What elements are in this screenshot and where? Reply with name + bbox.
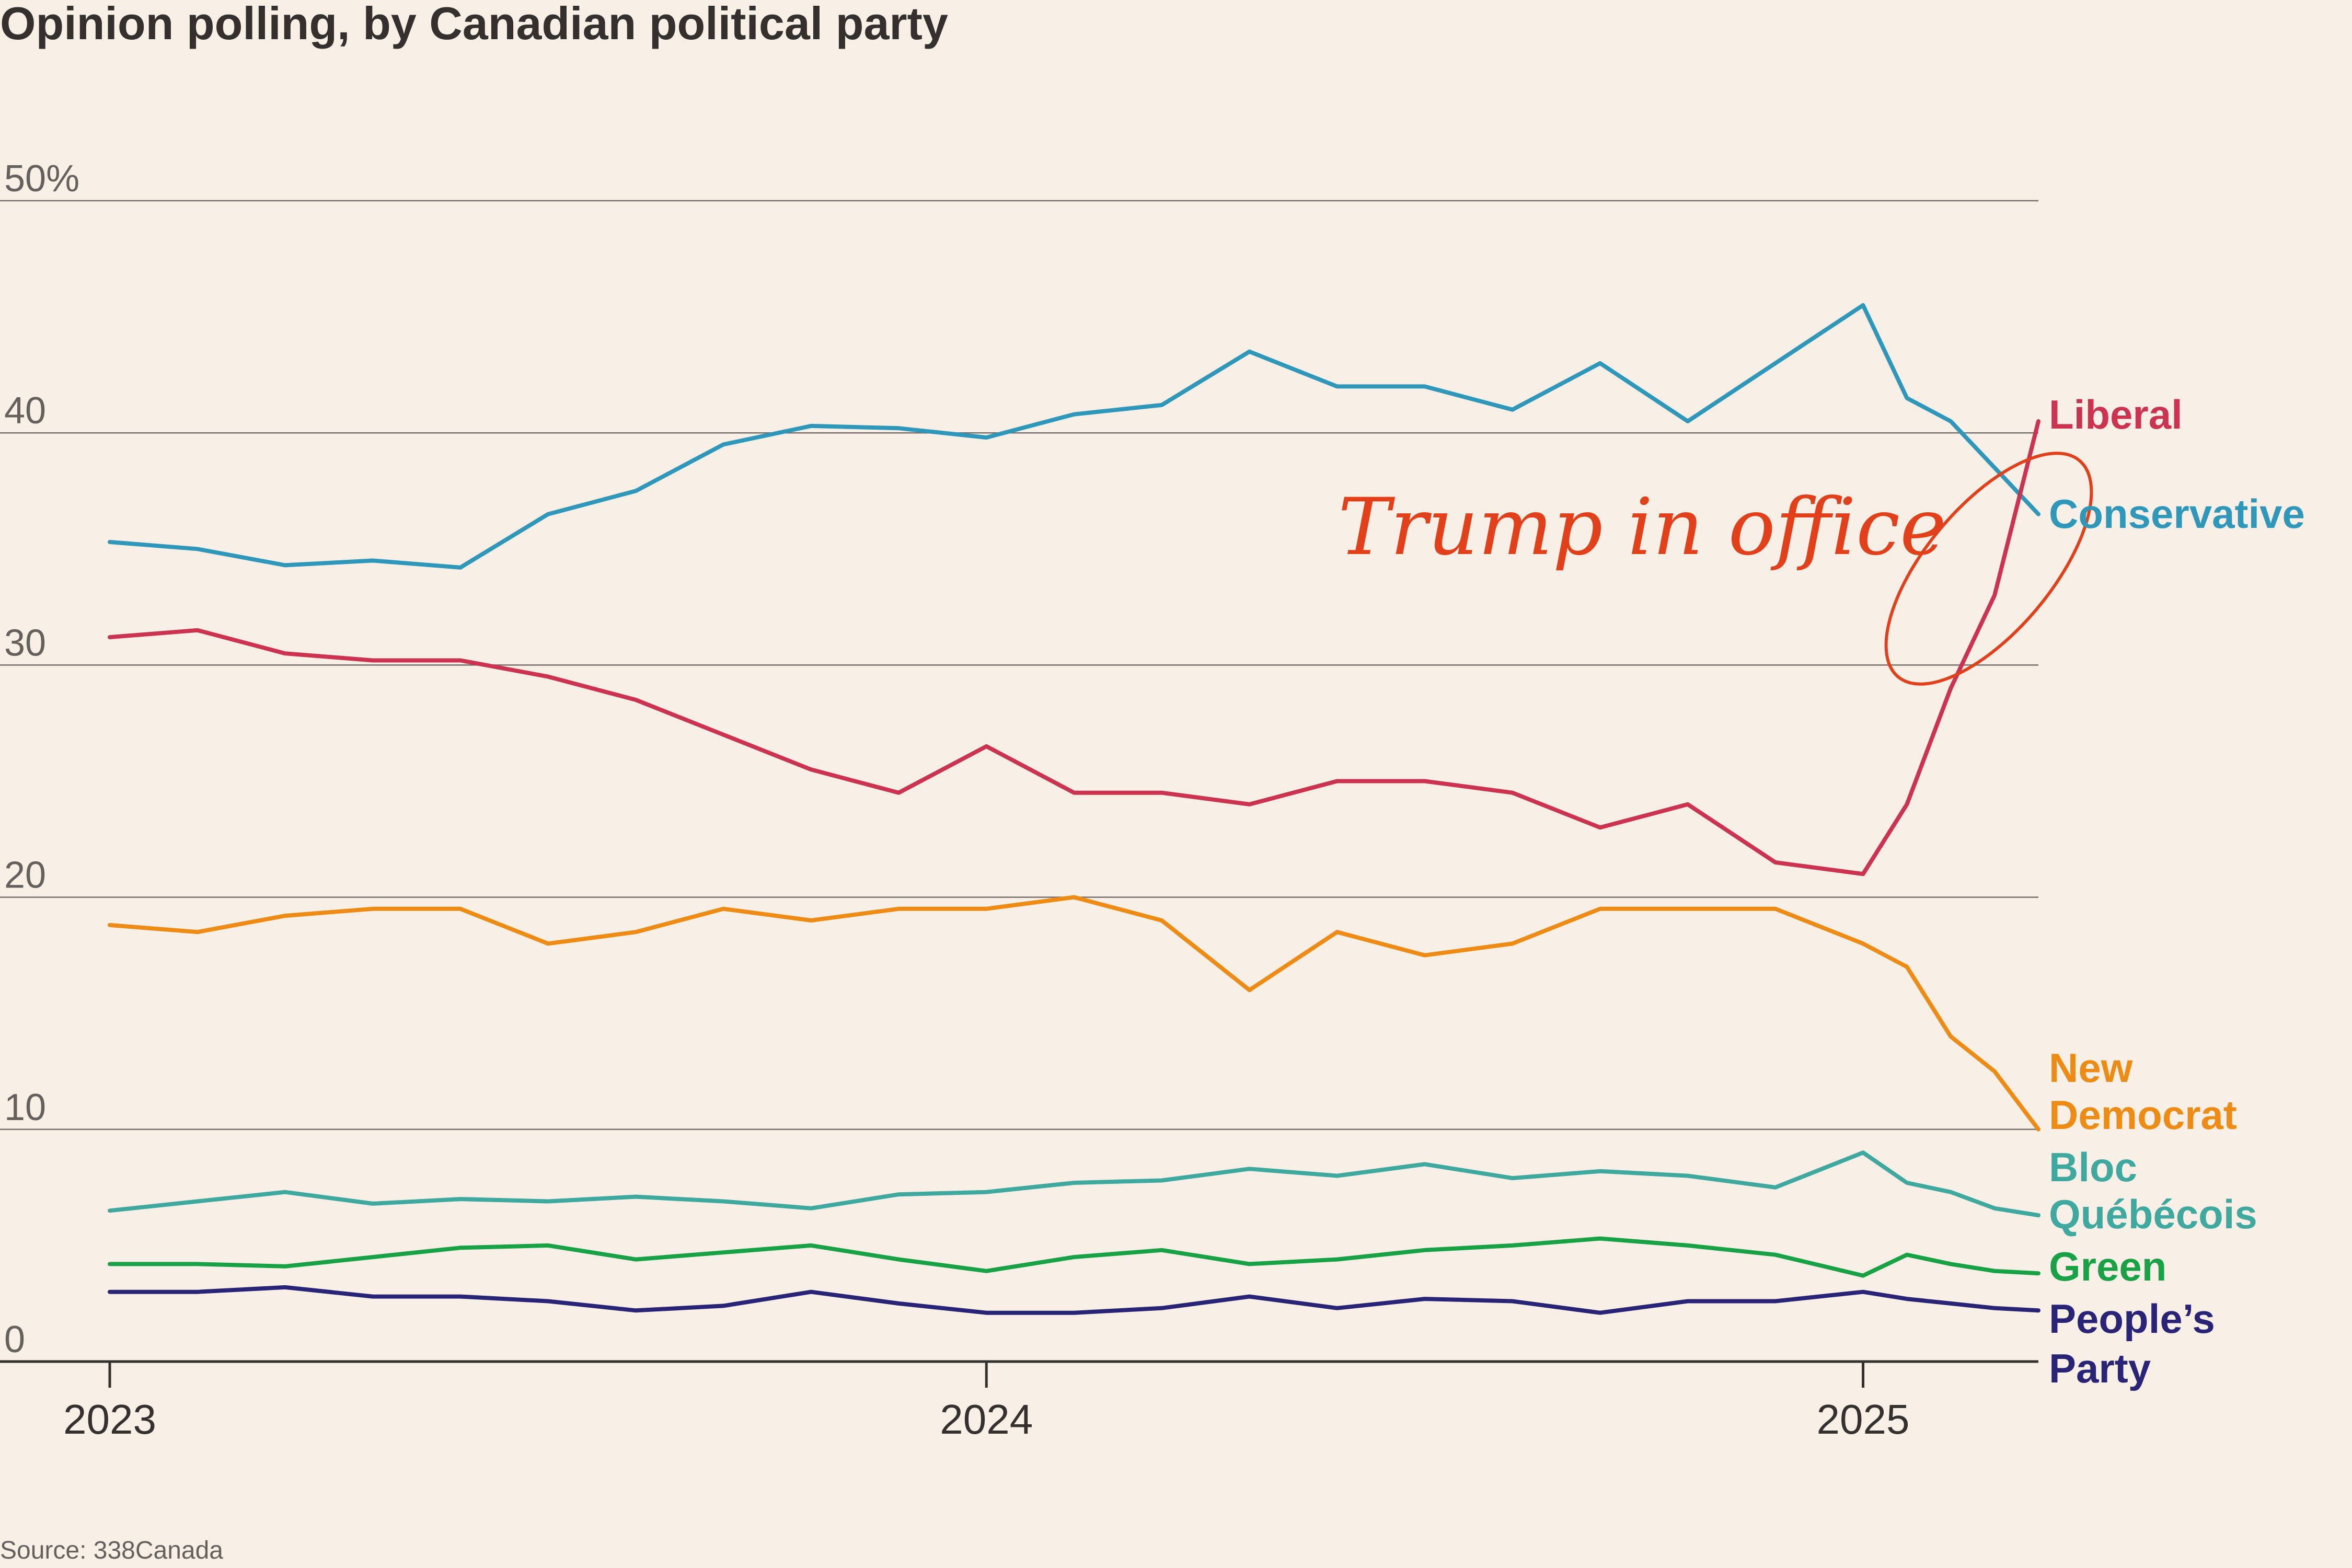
source-note: Source: 338Canada <box>0 1537 223 1564</box>
annotation: Trump in office <box>1338 452 2093 686</box>
series-line-new-democrat <box>108 895 2040 1132</box>
series-line-green <box>108 1236 2040 1278</box>
series-label-new-democrat: New <box>2049 1045 2133 1091</box>
chart-title: Opinion polling, by Canadian political p… <box>0 0 948 49</box>
x-tick-label: 2023 <box>63 1396 156 1443</box>
y-tick-label: 30 <box>4 622 46 664</box>
y-tick-label: 20 <box>4 855 46 896</box>
series-label-people-s-party: People’s <box>2049 1296 2215 1342</box>
x-axis: 2023 2024 2025 <box>63 1362 1910 1443</box>
y-tick-label: 10 <box>4 1087 46 1128</box>
series-line-liberal <box>108 419 2040 877</box>
y-tick-label: 50% <box>4 158 79 200</box>
series-line-conservative <box>108 303 2040 570</box>
annotation-circle <box>1884 452 2093 686</box>
series-label-people-s-party: Party <box>2049 1345 2151 1391</box>
series-label-liberal: Liberal <box>2049 391 2183 437</box>
annotation-text: Trump in office <box>1338 482 1946 573</box>
x-tick-label: 2025 <box>1817 1396 1910 1443</box>
series-label-bloc-qu-b-cois: Bloc <box>2049 1144 2137 1190</box>
series-label-bloc-qu-b-cois: Québécois <box>2049 1191 2257 1237</box>
series-line-bloc-qu-b-cois <box>108 1150 2040 1218</box>
x-tick-label: 2024 <box>940 1396 1033 1443</box>
series-label-conservative: Conservative <box>2049 491 2305 537</box>
y-tick-label: 0 <box>4 1319 25 1361</box>
gridlines: 50% 40 30 20 10 0 <box>0 158 2038 1363</box>
y-tick-label: 40 <box>4 390 46 432</box>
series-lines <box>108 303 2040 1315</box>
series-label-new-democrat: Democrat <box>2049 1092 2237 1138</box>
series-line-people-s-party <box>108 1285 2040 1315</box>
series-label-green: Green <box>2049 1243 2166 1289</box>
